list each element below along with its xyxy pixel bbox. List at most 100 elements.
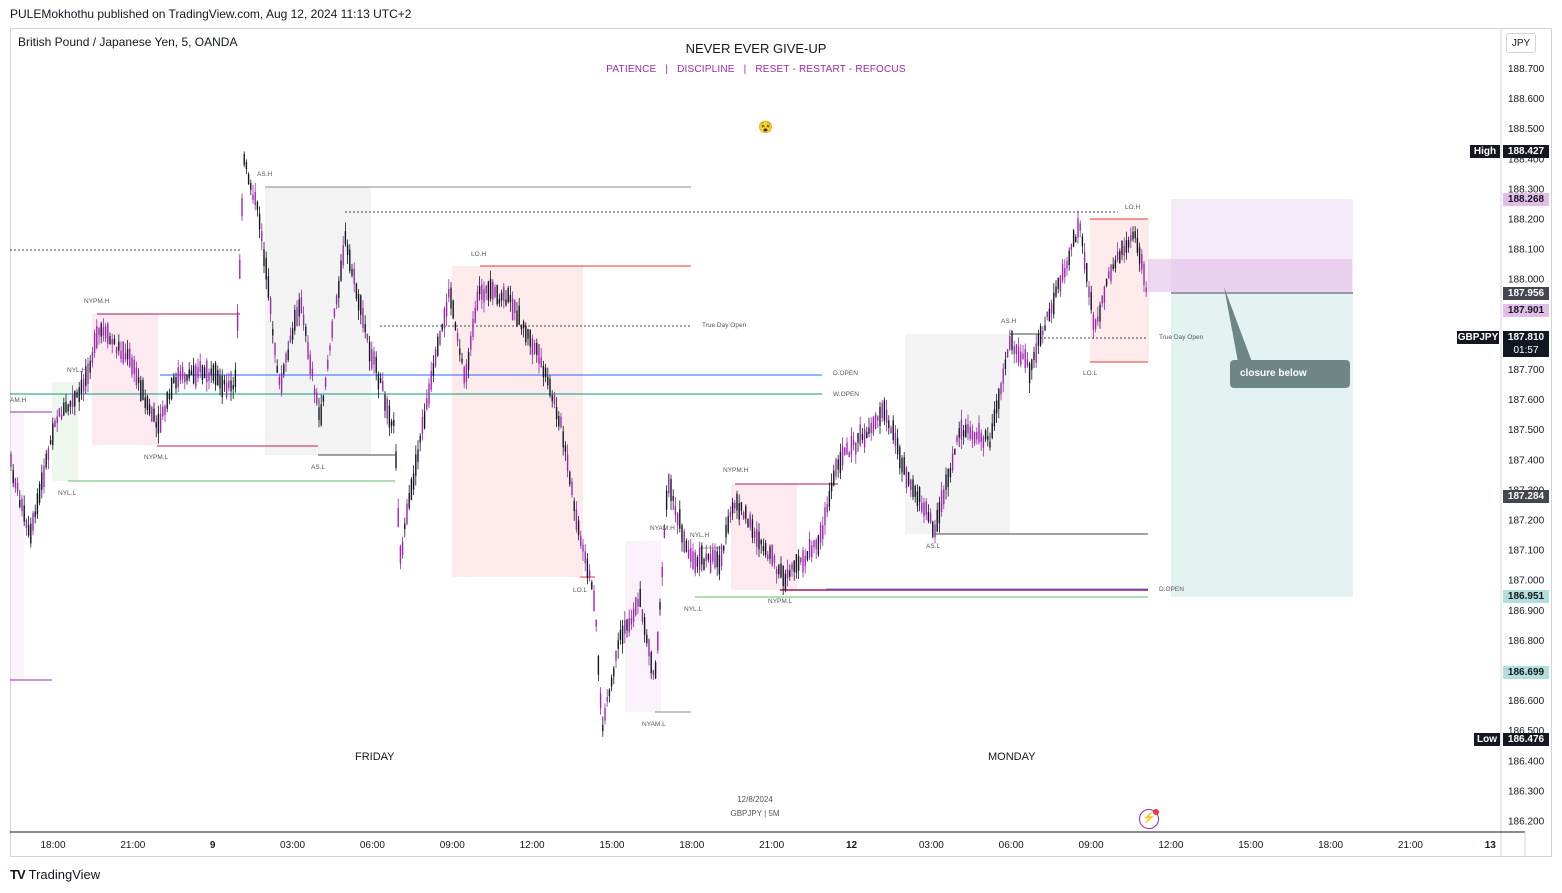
candle-body [791, 564, 793, 570]
candle-body [1130, 235, 1132, 242]
time-tick-label: 06:00 [360, 840, 385, 851]
candle-body [1083, 252, 1086, 270]
candle-body [806, 551, 809, 560]
candle-body [1092, 314, 1095, 331]
candle-body [602, 724, 604, 731]
flash-icon[interactable]: ⚡ [1139, 809, 1159, 829]
candle-body [102, 327, 105, 336]
candle-body [1020, 351, 1022, 365]
candle-body [254, 191, 256, 205]
candle-body [274, 343, 276, 356]
candle-body [1114, 259, 1117, 269]
candle-body [562, 431, 564, 448]
candle-body [606, 697, 608, 702]
candle-body [415, 454, 417, 476]
brand-footer[interactable]: TV TradingView [10, 867, 100, 882]
candle-body [872, 416, 875, 434]
time-tick-label: 09:00 [440, 840, 465, 851]
candle-body [406, 503, 408, 524]
candle-body [151, 407, 153, 422]
candle-body [993, 409, 996, 427]
entry-price-badge: 187.956 [1503, 287, 1549, 300]
candle-body [331, 321, 333, 338]
time-tick-label: 21:00 [1398, 840, 1423, 851]
candle-body [124, 353, 127, 360]
candle-body [714, 550, 716, 568]
candle-body [1064, 268, 1066, 278]
time-tick-label: 12 [846, 840, 858, 851]
candle-body [1090, 292, 1092, 310]
candle-body [892, 420, 894, 441]
candle-body [82, 378, 85, 392]
candle-body [208, 372, 210, 381]
candle-body [463, 366, 465, 384]
countdown-badge: 01:57 [1503, 344, 1549, 357]
candle-body [1057, 277, 1059, 289]
price-tick-label: 187.400 [1508, 455, 1545, 466]
candle-body [958, 428, 960, 438]
symbol-title[interactable]: British Pound / Japanese Yen, 5, OANDA [18, 35, 238, 49]
candle-body [525, 325, 527, 343]
candles-group [10, 151, 1147, 737]
annotation-callout[interactable]: closure below [1230, 360, 1350, 388]
candle-body [146, 396, 149, 410]
candle-body [641, 609, 644, 622]
candle-body [604, 707, 606, 721]
candle-body [386, 398, 388, 419]
label-true-day-open: True Day Open [702, 322, 747, 329]
candle-body [269, 298, 272, 315]
candle-body [335, 295, 338, 305]
candle-body [307, 341, 309, 359]
candle-body [868, 427, 870, 434]
candle-body [133, 359, 135, 374]
candle-body [1099, 304, 1101, 322]
candle-body [76, 392, 78, 398]
candle-body [1145, 287, 1147, 293]
candle-body [683, 531, 685, 553]
candle-body [657, 631, 659, 651]
candle-body [1121, 240, 1123, 255]
candle-body [1033, 351, 1035, 361]
price-tick-label: 186.800 [1508, 636, 1545, 647]
candle-body [841, 446, 844, 466]
candle-body [25, 519, 28, 528]
candle-body [291, 328, 294, 340]
label-nyl-l-2: NYL.L [684, 606, 702, 613]
label-lo-l-2: LO.L [1083, 370, 1097, 377]
chart-frame[interactable] [10, 28, 1552, 857]
candle-body [243, 153, 245, 165]
candle-body [518, 305, 520, 325]
profit-zone [1171, 293, 1353, 597]
candle-body [756, 529, 758, 548]
candle-body [390, 421, 393, 426]
candle-body [681, 525, 683, 543]
high-label: High [1470, 145, 1500, 158]
candle-body [496, 284, 498, 305]
candle-body [610, 677, 613, 687]
notification-dot [1153, 809, 1159, 815]
currency-selector[interactable]: JPY [1506, 33, 1536, 53]
candle-body [767, 554, 769, 559]
candle-body [826, 504, 828, 513]
candle-body [580, 535, 582, 547]
candle-body [199, 361, 201, 373]
candle-body [945, 474, 947, 490]
candle-body [701, 545, 703, 565]
candle-body [1138, 247, 1141, 264]
label-nypm-h-2: NYPM.H [723, 467, 749, 474]
label-nypm-l-2: NYPM.L [768, 598, 793, 605]
candle-body [63, 402, 65, 416]
candle-body [118, 341, 120, 351]
label-d-open: D.OPEN [833, 370, 858, 377]
candle-body [111, 339, 113, 345]
candle-body [228, 380, 230, 388]
session-box [1090, 219, 1149, 362]
candle-body [142, 379, 144, 400]
label-nyl-h-2: NYL.H [690, 532, 709, 539]
price-tick-label: 188.500 [1508, 124, 1545, 135]
candle-body [219, 375, 221, 389]
candle-body [643, 617, 646, 635]
time-axis: 18:00 21:00 9 03:00 06:00 09:00 12:00 15:00 18:0… [40, 840, 1496, 851]
session-box [625, 541, 661, 712]
